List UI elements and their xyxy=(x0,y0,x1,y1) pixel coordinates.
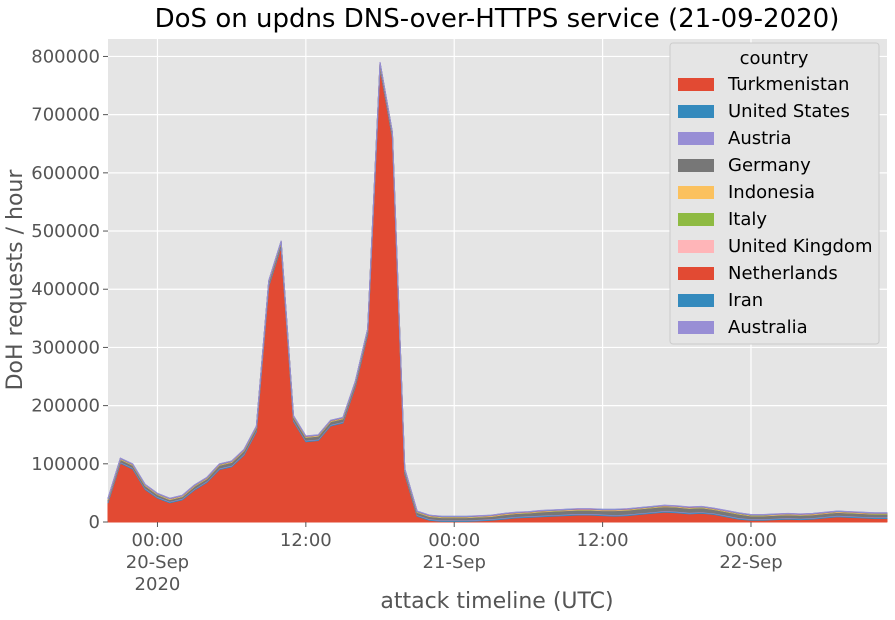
legend-title: country xyxy=(740,48,809,69)
x-tick-label: 00:00 xyxy=(132,530,184,551)
chart-title: DoS on updns DNS-over-HTTPS service (21-… xyxy=(155,4,840,34)
legend-label: Netherlands xyxy=(728,263,838,284)
legend-label: Turkmenistan xyxy=(727,74,849,95)
y-tick-label: 0 xyxy=(89,512,100,533)
y-tick-label: 800000 xyxy=(31,46,100,67)
x-tick-label: 00:00 xyxy=(725,530,777,551)
legend-label: Australia xyxy=(728,317,808,338)
legend-swatch xyxy=(678,321,714,334)
x-tick-label: 20-Sep xyxy=(126,552,189,573)
y-tick-label: 100000 xyxy=(31,454,100,475)
legend: country Turkmenistan United States Austria… xyxy=(669,42,880,345)
y-tick-label: 200000 xyxy=(31,396,100,417)
legend-swatch xyxy=(678,213,714,226)
legend-items: Turkmenistan United States Austria Germany I… xyxy=(678,74,872,338)
legend-label: United States xyxy=(728,101,850,122)
legend-swatch xyxy=(678,132,714,145)
stacked-areas xyxy=(107,61,888,523)
legend-label: Italy xyxy=(728,209,767,230)
x-axis-title: attack timeline (UTC) xyxy=(380,589,613,614)
legend-label: Iran xyxy=(728,290,763,311)
legend-swatch xyxy=(678,294,714,307)
x-tick-label: 2020 xyxy=(135,574,181,595)
x-tick-label: 12:00 xyxy=(577,530,629,551)
y-axis-ticks: 0 100000 200000 300000 400000 500000 600000 700… xyxy=(31,46,108,533)
legend-label: United Kingdom xyxy=(728,236,872,257)
legend-swatch xyxy=(678,186,714,199)
legend-swatch xyxy=(678,105,714,118)
y-tick-label: 500000 xyxy=(31,221,100,242)
legend-frame xyxy=(669,42,880,345)
series-area-9 xyxy=(107,61,888,517)
legend-swatch xyxy=(678,78,714,91)
x-tick-label: 21-Sep xyxy=(423,552,486,573)
x-tick-label: 12:00 xyxy=(280,530,332,551)
legend-swatch xyxy=(678,240,714,253)
x-tick-label: 22-Sep xyxy=(719,552,782,573)
legend-label: Austria xyxy=(728,128,792,149)
legend-swatch xyxy=(678,267,714,280)
y-tick-label: 300000 xyxy=(31,337,100,358)
x-tick-label: 00:00 xyxy=(428,530,480,551)
legend-label: Indonesia xyxy=(728,182,815,203)
y-tick-label: 400000 xyxy=(31,279,100,300)
legend-label: Germany xyxy=(728,155,811,176)
y-tick-label: 600000 xyxy=(31,163,100,184)
legend-swatch xyxy=(678,159,714,172)
y-tick-label: 700000 xyxy=(31,105,100,126)
y-axis-title: DoH requests / hour xyxy=(3,169,28,391)
